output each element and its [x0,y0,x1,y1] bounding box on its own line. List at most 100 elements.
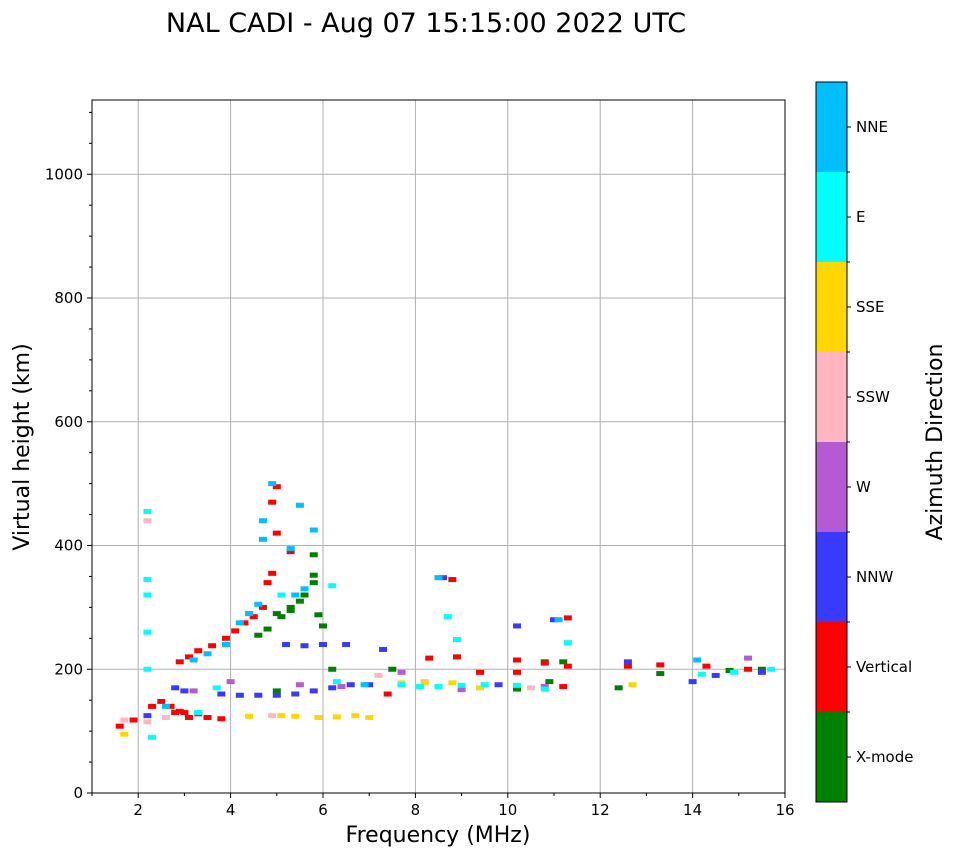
colorbar: X-mode Vertical NNW W SSW SSE E NNE [815,81,913,803]
y-tick-label: 400 [54,537,83,555]
data-point-e [143,629,152,635]
data-point-x-mode [314,612,323,618]
data-point-nne [245,611,254,617]
colorbar-label: NNE [856,118,888,136]
data-point-vertical [221,635,230,641]
colorbar-label: SSW [856,388,890,406]
data-point-sse [365,715,374,721]
data-point-nne [258,518,267,524]
data-point-ssw [268,713,277,719]
data-point-w [189,688,198,694]
data-point-nne [203,651,212,657]
data-point-w [744,655,753,661]
data-point-x-mode [545,679,554,685]
data-point-sse [332,714,341,720]
data-point-e [563,640,572,646]
x-tick-label: 16 [775,801,794,819]
data-point-x-mode [757,666,766,672]
y-tick-label: 1000 [45,165,83,183]
data-point-x-mode [328,666,337,672]
y-tick-label: 200 [54,660,83,678]
data-point-vertical [148,703,157,709]
data-point-x-mode [286,607,295,613]
data-point-vertical [171,710,180,716]
data-point-vertical [185,715,194,721]
data-point-nne [268,481,277,487]
data-point-ssw [143,719,152,725]
data-point-nnw [550,617,558,623]
data-points [115,481,776,740]
data-point-vertical [476,669,485,675]
data-point-nnw [291,691,300,697]
data-point-vertical [175,659,184,665]
data-point-vertical [258,604,267,610]
colorbar-segment [816,172,847,262]
x-tick-label: 2 [133,801,143,819]
data-point-vertical [268,499,277,505]
data-point-nne [254,601,263,607]
data-point-e [328,583,337,589]
x-tick-label: 8 [411,801,421,819]
data-point-nne [189,657,198,663]
data-point-e [143,592,152,598]
data-point-nne [360,682,369,688]
data-point-nnw [328,685,337,691]
data-point-nne [221,642,230,647]
data-point-e [277,592,286,598]
data-point-vertical [656,662,665,668]
data-point-vertical [383,691,392,697]
colorbar-segment [816,712,847,802]
data-point-vertical [272,484,281,490]
data-point-nne [434,575,443,581]
data-point-sse [291,713,300,719]
data-point-x-mode [559,659,568,665]
colorbar-label: E [856,208,865,226]
data-point-e [697,671,706,677]
data-point-nnw [342,642,351,647]
data-point-nne [235,620,244,626]
data-point-vertical [268,570,277,576]
data-point-vertical [240,620,249,626]
data-point-x-mode [286,604,295,610]
data-point-sse [120,731,129,737]
axis-ticks: 2 4 6 8 10 12 14 16 0 200 400 600 800 1000 [45,111,795,819]
data-point-nne [693,657,702,663]
x-tick-label: 4 [226,801,236,819]
y-axis-label: Virtual height (km) [10,343,35,550]
grid [92,100,786,794]
data-point-vertical [194,648,203,654]
data-point-ssw [374,672,383,678]
data-point-vertical [157,698,166,704]
data-point-e [212,685,221,691]
data-point-vertical [249,614,258,620]
data-point-vertical [702,663,711,669]
data-point-e [480,682,489,688]
data-point-nnw [143,713,152,719]
data-point-nnw [171,685,180,691]
data-point-e [443,614,452,620]
x-tick-label: 10 [498,801,517,819]
data-point-w [457,687,466,693]
data-point-vertical [563,615,572,621]
data-point-nne [291,592,300,598]
data-point-vertical [175,708,184,714]
data-point-vertical [744,666,753,672]
data-point-vertical [452,654,461,660]
x-tick-label: 14 [683,801,702,819]
colorbar-segment [816,532,847,622]
data-point-w [295,682,304,688]
data-point-vertical [263,580,272,586]
data-point-nnw [379,646,388,652]
data-point-nnw [365,682,374,688]
data-point-nnw [513,623,522,629]
colorbar-title: Azimuth Direction [923,343,948,540]
data-point-sse [476,685,485,691]
data-point-nnw [346,682,355,688]
colorbar-segment [816,622,847,712]
y-tick-label: 0 [73,784,83,802]
data-point-x-mode [272,611,281,617]
data-point-x-mode [263,626,272,632]
data-point-e [397,682,406,688]
data-point-ssw [143,518,152,524]
data-point-nne [300,586,309,592]
